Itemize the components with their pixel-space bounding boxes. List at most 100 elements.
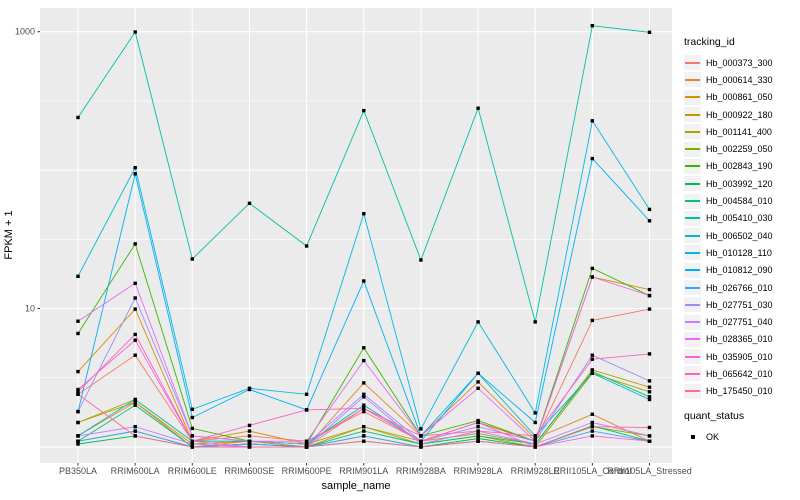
data-point xyxy=(190,415,194,420)
data-point xyxy=(647,379,652,383)
data-point xyxy=(247,201,252,205)
data-point xyxy=(590,425,594,429)
legend-key-line-icon xyxy=(684,228,701,244)
data-point xyxy=(419,434,423,438)
legend-item-label: Hb_005410_030 xyxy=(706,213,773,224)
data-point xyxy=(362,346,366,350)
x-axis-title: sample_name xyxy=(321,480,390,492)
legend-key-point-icon xyxy=(684,429,701,444)
legend-key-line-icon xyxy=(684,245,701,261)
legend-key-line-icon xyxy=(684,262,701,278)
data-point xyxy=(362,395,366,399)
data-point xyxy=(247,439,252,443)
data-point xyxy=(647,219,652,223)
data-point xyxy=(133,353,137,357)
data-point xyxy=(362,212,366,216)
data-point xyxy=(133,166,137,170)
data-point xyxy=(190,426,194,431)
legend-item-Hb_026766_010: Hb_026766_010 xyxy=(684,279,798,296)
data-point xyxy=(647,395,652,399)
x-tick-label: RRIM600SE xyxy=(224,466,274,476)
data-point xyxy=(362,403,366,407)
data-point xyxy=(133,429,137,433)
data-point xyxy=(419,258,423,262)
legend-item-label: Hb_000922_180 xyxy=(706,109,773,120)
data-point xyxy=(76,390,80,394)
legend-key-line-icon xyxy=(684,349,701,365)
data-point xyxy=(647,439,652,443)
data-point xyxy=(304,445,309,449)
legend-item-Hb_000922_180: Hb_000922_180 xyxy=(684,106,798,123)
x-tick-label: RRIM600LE xyxy=(168,466,217,476)
data-point xyxy=(133,400,137,404)
data-point xyxy=(590,412,594,416)
data-point xyxy=(76,442,80,446)
data-point xyxy=(533,442,537,446)
data-point xyxy=(247,442,252,446)
data-point xyxy=(133,307,137,311)
data-point xyxy=(476,106,480,110)
legend-key-line-icon xyxy=(684,193,701,209)
data-point xyxy=(304,244,309,248)
data-point xyxy=(590,429,594,433)
legend-item-label: Hb_010812_090 xyxy=(706,265,773,276)
legend-item-Hb_065642_010: Hb_065642_010 xyxy=(684,365,798,382)
x-tick-label: RRIM928BA xyxy=(396,466,446,476)
legend-item-Hb_010812_090: Hb_010812_090 xyxy=(684,262,798,279)
legend-key-line-icon xyxy=(684,89,701,105)
data-point xyxy=(590,369,594,374)
data-point xyxy=(533,320,537,324)
legend-item-label: Hb_026766_010 xyxy=(706,282,773,293)
data-point xyxy=(590,357,594,361)
data-point xyxy=(362,425,366,429)
data-point xyxy=(647,385,652,389)
legend-item-Hb_002259_050: Hb_002259_050 xyxy=(684,140,798,157)
data-point xyxy=(647,352,652,356)
legend-item-Hb_035905_010: Hb_035905_010 xyxy=(684,348,798,365)
data-point xyxy=(362,434,366,438)
data-point xyxy=(647,397,652,402)
data-point xyxy=(362,439,366,443)
data-point xyxy=(76,331,80,336)
data-point xyxy=(647,207,652,212)
legend-item-Hb_003992_120: Hb_003992_120 xyxy=(684,175,798,192)
legend-item-Hb_027751_030: Hb_027751_030 xyxy=(684,296,798,313)
y-tick-labels: 1000 10 xyxy=(15,27,35,314)
data-point xyxy=(419,427,423,431)
legend-key-line-icon xyxy=(684,210,701,226)
legend-key-line-icon xyxy=(684,141,701,157)
data-point xyxy=(133,397,137,402)
legend-item-label: Hb_035905_010 xyxy=(706,351,773,362)
legend-item-Hb_027751_040: Hb_027751_040 xyxy=(684,313,798,330)
data-point xyxy=(590,156,594,161)
data-point xyxy=(133,338,137,342)
legend-tracking-items: Hb_000373_300 Hb_000614_330 Hb_000861_050 H… xyxy=(684,54,798,400)
data-point xyxy=(533,436,537,441)
legend-item-Hb_028365_010: Hb_028365_010 xyxy=(684,331,798,348)
data-point xyxy=(362,381,366,385)
data-point xyxy=(76,319,80,323)
legend-item-quant-OK: OK xyxy=(684,428,798,445)
data-point xyxy=(190,442,194,446)
data-point xyxy=(190,439,194,443)
data-point xyxy=(133,296,137,300)
data-point xyxy=(190,257,194,261)
data-point xyxy=(476,434,480,438)
legend-title-tracking-id: tracking_id xyxy=(684,36,735,48)
legend-item-Hb_002843_190: Hb_002843_190 xyxy=(684,158,798,175)
data-point xyxy=(590,371,594,375)
x-tick-label: RRIM928LE xyxy=(511,466,560,476)
data-point xyxy=(362,392,366,396)
legend-item-label: Hb_027751_030 xyxy=(706,299,773,310)
legend-item-label: Hb_000373_300 xyxy=(706,57,773,68)
data-point xyxy=(133,332,137,337)
data-point xyxy=(247,387,252,392)
legend-item-Hb_010128_110: Hb_010128_110 xyxy=(684,244,798,261)
legend-item-Hb_001141_400: Hb_001141_400 xyxy=(684,123,798,140)
data-point xyxy=(590,275,594,279)
legend-item-Hb_006502_040: Hb_006502_040 xyxy=(684,227,798,244)
data-point xyxy=(647,425,652,430)
legend-key-line-icon xyxy=(684,72,701,88)
data-point xyxy=(533,434,537,438)
